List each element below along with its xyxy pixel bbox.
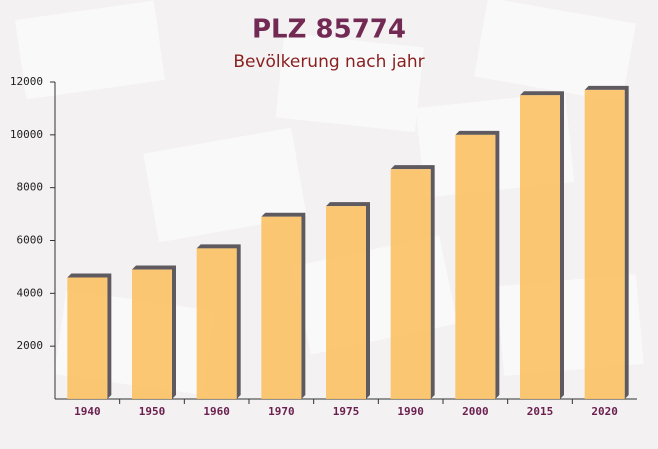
x-tick-label: 1990 [397,405,424,418]
x-tick-label: 1975 [333,405,360,418]
x-tick-label: 1960 [203,405,230,418]
y-tick-label: 4000 [17,286,44,299]
bar [196,248,237,399]
x-tick-label: 2000 [462,405,489,418]
bar [584,89,625,400]
bar [132,269,172,399]
bar [520,95,560,399]
bar [326,206,366,399]
chart-title: PLZ 85774 [252,15,406,45]
y-tick-label: 8000 [17,181,44,194]
x-tick-label: 2015 [527,405,554,418]
x-tick-label: 2020 [591,405,618,418]
y-tick-label: 2000 [17,339,44,352]
bar [390,169,431,399]
x-tick-label: 1950 [139,405,166,418]
y-tick-label: 12000 [10,75,43,88]
y-tick-label: 6000 [17,234,44,247]
bar [455,134,496,400]
x-tick-label: 1970 [268,405,295,418]
x-tick-label: 1940 [74,405,101,418]
bar [261,216,302,399]
y-tick-label: 10000 [10,128,43,141]
bar [67,277,108,399]
chart-subtitle: Bevölkerung nach jahr [233,52,424,72]
